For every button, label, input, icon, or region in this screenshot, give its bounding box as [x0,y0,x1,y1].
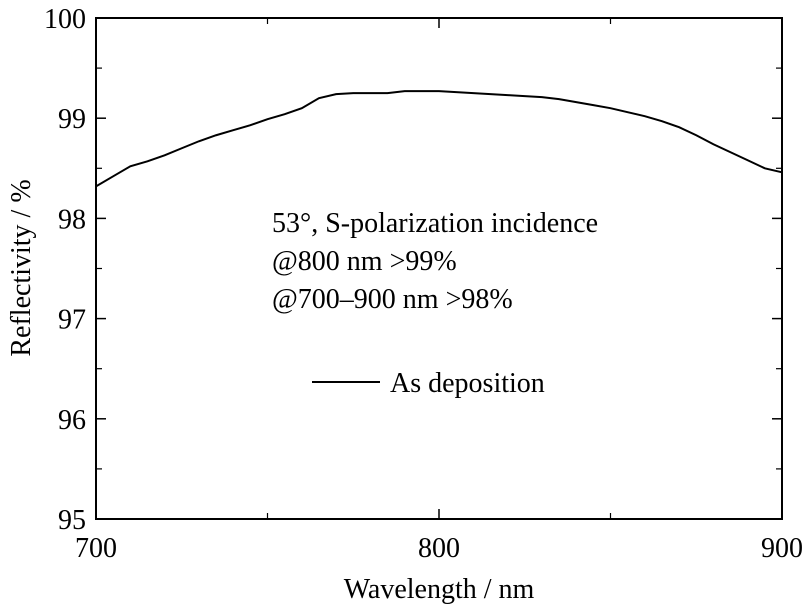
series-line-as-deposition [95,90,783,188]
annotation-incidence: 53°, S-polarization incidence [272,208,598,239]
y-tick-label: 100 [44,4,86,35]
y-tick-label: 98 [58,204,86,235]
plot-frame [95,17,783,520]
x-tick-label: 900 [761,533,803,564]
x-tick-label: 800 [418,533,460,564]
y-axis-title: Reflectivity / % [6,179,37,356]
x-axis-title: Wavelength / nm [344,574,535,605]
annotation-700-900nm: @700–900 nm >98% [272,284,513,315]
legend-label-as-deposition: As deposition [390,368,545,399]
y-tick-label: 95 [58,505,86,536]
annotation-800nm: @800 nm >99% [272,246,457,277]
tick-labels: 700 800 900 95 96 97 98 99 100 [44,4,803,564]
y-tick-label: 99 [58,104,86,135]
x-tick-label: 700 [75,533,117,564]
y-tick-label: 97 [58,305,86,336]
y-tick-label: 96 [58,405,86,436]
